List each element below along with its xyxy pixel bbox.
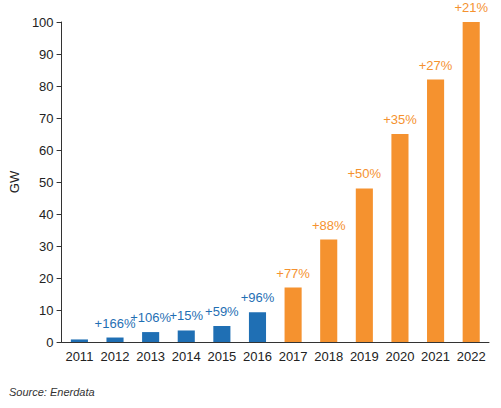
- svg-text:2022: 2022: [457, 349, 486, 364]
- svg-text:2013: 2013: [136, 349, 165, 364]
- svg-text:2012: 2012: [101, 349, 130, 364]
- svg-text:20: 20: [39, 271, 53, 286]
- svg-text:70: 70: [39, 111, 53, 126]
- svg-text:10: 10: [39, 303, 53, 318]
- svg-text:+15%: +15%: [169, 308, 203, 323]
- svg-text:40: 40: [39, 207, 53, 222]
- svg-text:2021: 2021: [421, 349, 450, 364]
- svg-text:90: 90: [39, 47, 53, 62]
- svg-text:+106%: +106%: [130, 310, 171, 325]
- svg-text:+77%: +77%: [276, 266, 310, 281]
- svg-text:+50%: +50%: [348, 166, 382, 181]
- svg-text:2014: 2014: [172, 349, 201, 364]
- svg-text:+88%: +88%: [312, 218, 346, 233]
- svg-text:2011: 2011: [65, 349, 93, 364]
- svg-text:+96%: +96%: [241, 290, 275, 305]
- svg-text:+166%: +166%: [94, 315, 136, 331]
- svg-text:60: 60: [39, 143, 53, 158]
- svg-text:2015: 2015: [207, 349, 236, 364]
- svg-text:2016: 2016: [243, 349, 272, 364]
- svg-text:+27%: +27%: [419, 58, 453, 73]
- svg-text:100: 100: [32, 15, 54, 30]
- svg-text:2020: 2020: [385, 349, 414, 364]
- svg-text:2017: 2017: [279, 349, 308, 364]
- svg-text:30: 30: [39, 239, 53, 254]
- svg-text:+59%: +59%: [205, 304, 239, 319]
- svg-text:GW: GW: [7, 170, 22, 193]
- svg-text:80: 80: [39, 79, 53, 94]
- svg-text:+21%: +21%: [454, 0, 488, 15]
- svg-text:Source: Enerdata: Source: Enerdata: [9, 386, 95, 398]
- svg-text:+35%: +35%: [383, 112, 417, 127]
- svg-text:0: 0: [46, 335, 53, 350]
- svg-text:50: 50: [39, 175, 53, 190]
- svg-text:2019: 2019: [350, 349, 379, 364]
- svg-text:2018: 2018: [314, 349, 343, 364]
